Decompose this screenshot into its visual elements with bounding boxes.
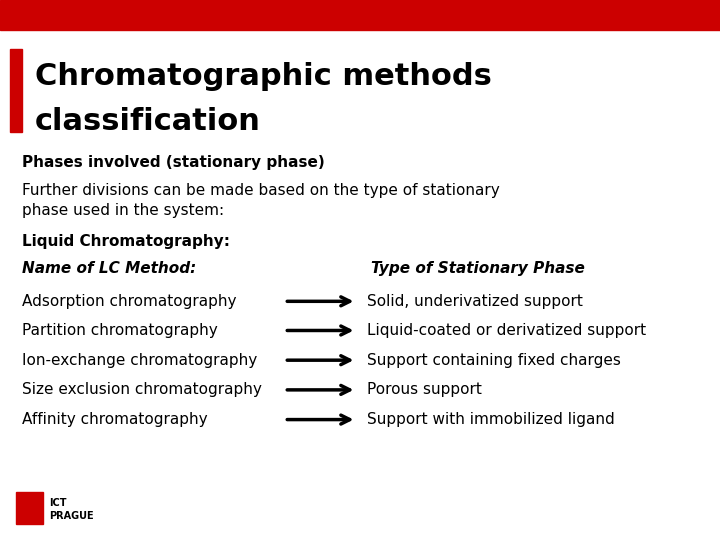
Text: Support containing fixed charges: Support containing fixed charges [367, 353, 621, 368]
Text: Partition chromatography: Partition chromatography [22, 323, 217, 338]
Text: ICT: ICT [49, 498, 66, 508]
Text: Solid, underivatized support: Solid, underivatized support [367, 294, 583, 309]
Text: Liquid Chromatography:: Liquid Chromatography: [22, 234, 230, 249]
Bar [10, 49, 22, 132]
Text: Chromatographic methods: Chromatographic methods [35, 62, 492, 91]
Text: Adsorption chromatography: Adsorption chromatography [22, 294, 236, 309]
Bar [16, 492, 43, 524]
Text: phase used in the system:: phase used in the system: [22, 203, 224, 218]
Text: Affinity chromatography: Affinity chromatography [22, 412, 207, 427]
Bar [0, 0, 720, 30]
Text: Support with immobilized ligand: Support with immobilized ligand [367, 412, 615, 427]
Text: Size exclusion chromatography: Size exclusion chromatography [22, 382, 261, 397]
Text: Name of LC Method:: Name of LC Method: [22, 261, 196, 276]
Text: Liquid-coated or derivatized support: Liquid-coated or derivatized support [367, 323, 647, 338]
Text: Porous support: Porous support [367, 382, 482, 397]
Text: classification: classification [35, 107, 261, 136]
Text: Further divisions can be made based on the type of stationary: Further divisions can be made based on t… [22, 183, 500, 198]
Text: Type of Stationary Phase: Type of Stationary Phase [371, 261, 585, 276]
Text: PRAGUE: PRAGUE [49, 511, 94, 521]
Text: Phases involved (stationary phase): Phases involved (stationary phase) [22, 154, 324, 170]
Text: Ion-exchange chromatography: Ion-exchange chromatography [22, 353, 257, 368]
